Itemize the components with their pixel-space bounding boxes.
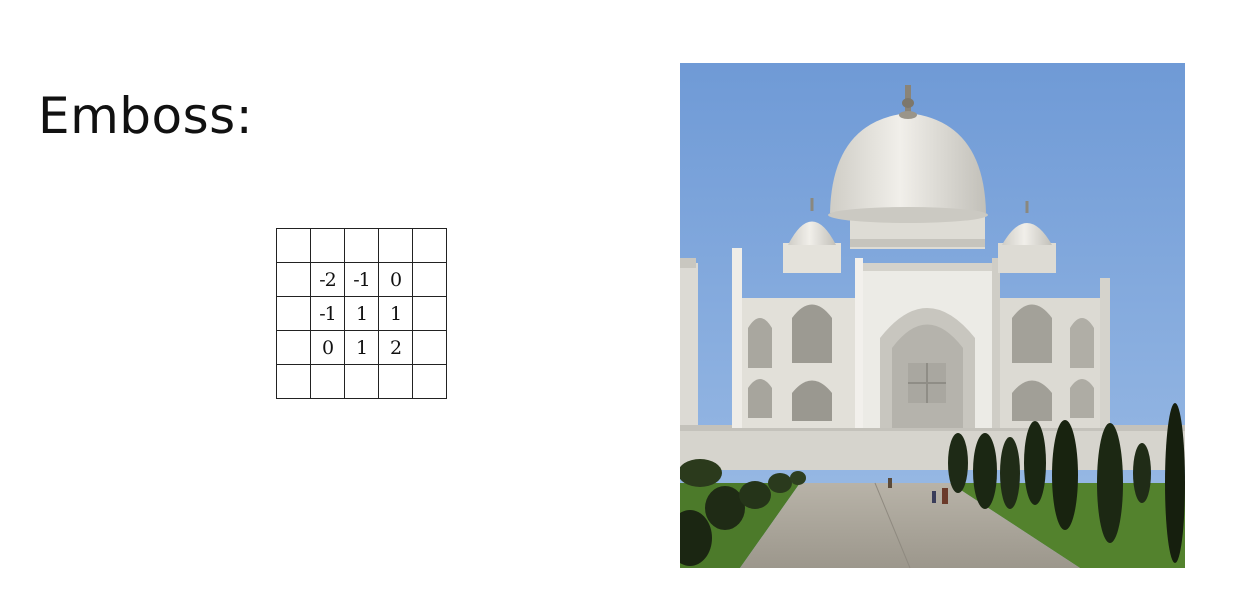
kernel-cell	[344, 228, 379, 263]
kernel-cell	[344, 364, 379, 399]
kernel-row: 0 1 2	[276, 330, 447, 365]
kernel-cell	[276, 262, 311, 297]
kernel-cell: -1	[344, 262, 379, 297]
taj-mahal-photo	[680, 63, 1185, 568]
kernel-cell	[276, 330, 311, 365]
kernel-cell: 1	[378, 296, 413, 331]
kernel-cell	[412, 262, 447, 297]
kernel-cell	[412, 330, 447, 365]
kernel-cell: 1	[344, 330, 379, 365]
kernel-row	[276, 228, 447, 263]
kernel-cell: -1	[310, 296, 345, 331]
kernel-row	[276, 364, 447, 399]
kernel-cell	[412, 228, 447, 263]
kernel-cell	[276, 364, 311, 399]
kernel-cell	[378, 364, 413, 399]
kernel-matrix: -2 -1 0 -1 1 1 0 1 2	[276, 228, 447, 399]
kernel-cell: 1	[344, 296, 379, 331]
kernel-cell: 2	[378, 330, 413, 365]
kernel-row: -2 -1 0	[276, 262, 447, 297]
kernel-cell	[412, 296, 447, 331]
kernel-cell	[276, 296, 311, 331]
kernel-cell	[310, 364, 345, 399]
kernel-cell: -2	[310, 262, 345, 297]
kernel-row: -1 1 1	[276, 296, 447, 331]
kernel-cell	[276, 228, 311, 263]
kernel-cell	[310, 228, 345, 263]
kernel-cell: 0	[310, 330, 345, 365]
slide-title: Emboss:	[38, 87, 254, 145]
kernel-cell: 0	[378, 262, 413, 297]
kernel-cell	[412, 364, 447, 399]
kernel-cell	[378, 228, 413, 263]
